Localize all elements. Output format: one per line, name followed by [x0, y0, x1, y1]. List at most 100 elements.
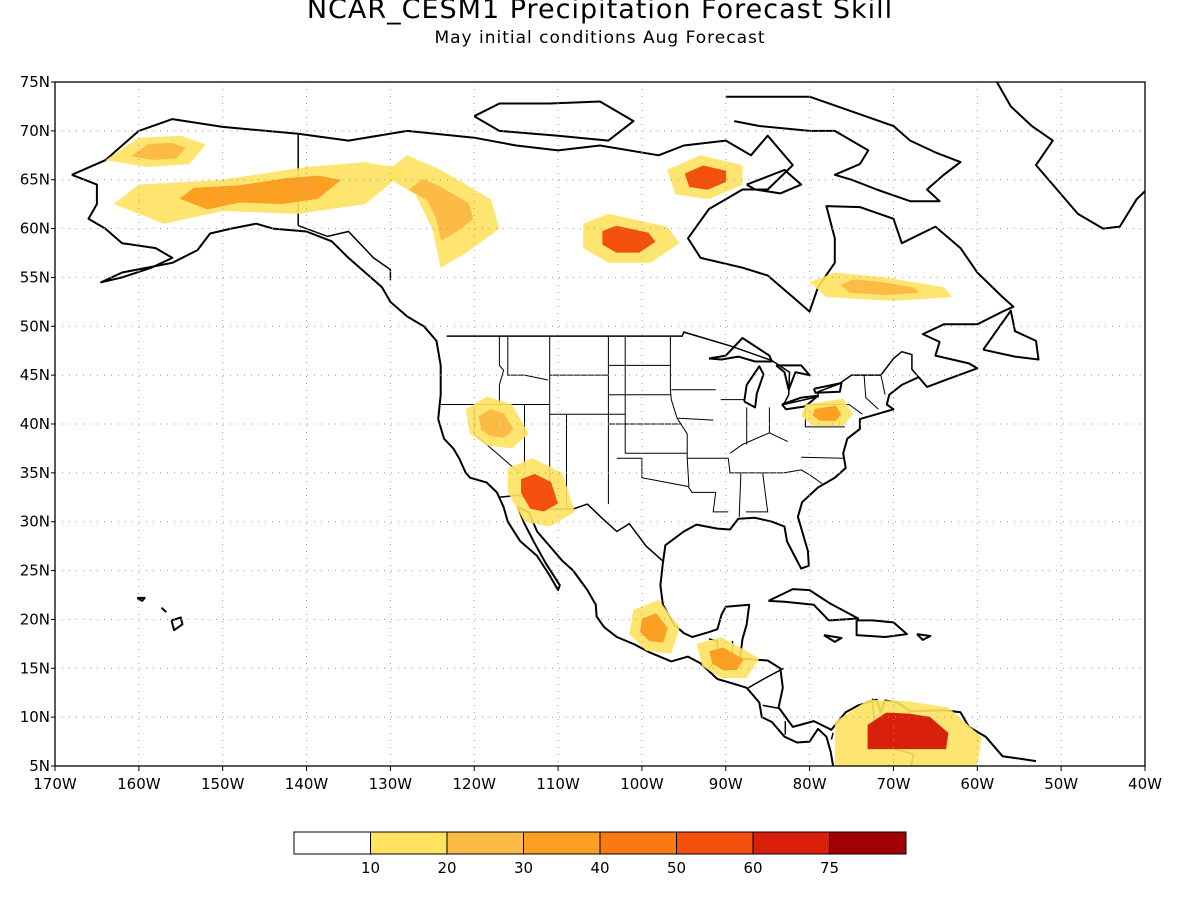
- coastline: [473, 100, 635, 142]
- country-border: [748, 667, 784, 689]
- lat-tick-label: 5N: [29, 757, 50, 775]
- colorbar: [293, 831, 907, 855]
- country-border: [446, 331, 920, 406]
- skill-region: [465, 396, 529, 449]
- skill-contour-core: [684, 165, 727, 190]
- coastline: [71, 118, 1037, 763]
- coastline: [136, 596, 146, 602]
- coastline: [71, 173, 835, 766]
- colorbar-swatch: [293, 831, 371, 855]
- colorbar-swatch: [752, 831, 830, 855]
- state-border: [727, 458, 742, 517]
- lon-tick-label: 50W: [1044, 775, 1078, 793]
- state-border: [677, 417, 714, 421]
- lon-tick-label: 150W: [201, 775, 245, 793]
- latitude-axis: 75N 70N 65N 60N 55N 50N 45N 40N 35N 30N 25N 20N 15N 1…: [20, 73, 55, 775]
- colorbar-swatch: [523, 831, 601, 855]
- coastline: [823, 634, 843, 643]
- lon-tick-label: 160W: [117, 775, 161, 793]
- lat-tick-label: 10N: [20, 708, 50, 726]
- lat-tick-label: 60N: [20, 220, 50, 238]
- lat-tick-label: 70N: [20, 122, 50, 140]
- state-border: [880, 374, 886, 395]
- state-border: [801, 456, 845, 459]
- skill-region: [834, 699, 982, 766]
- lon-tick-label: 90W: [709, 775, 743, 793]
- lat-tick-label: 65N: [20, 171, 50, 189]
- lon-tick-label: 110W: [536, 775, 580, 793]
- coastline: [160, 606, 167, 613]
- coastline: [855, 619, 908, 638]
- lon-tick-label: 70W: [877, 775, 911, 793]
- lat-tick-label: 45N: [20, 366, 50, 384]
- colorbar-swatch: [370, 831, 448, 855]
- skill-region: [809, 272, 953, 301]
- colorbar-swatch: [599, 831, 677, 855]
- colorbar-swatch: [446, 831, 524, 855]
- colorbar-label: 20: [437, 859, 456, 877]
- state-border: [762, 469, 823, 485]
- skill-region: [629, 599, 680, 654]
- state-border: [616, 457, 693, 493]
- lon-tick-label: 170W: [33, 775, 77, 793]
- longitude-axis: 170W 160W 150W 140W 130W 120W 110W 100W 90W 80W 70…: [33, 766, 1162, 793]
- coastline: [743, 365, 765, 409]
- skill-contour-core: [521, 473, 558, 512]
- coastline: [768, 588, 860, 622]
- lon-tick-label: 60W: [960, 775, 994, 793]
- skill-region: [801, 398, 854, 426]
- coastline: [995, 82, 1145, 230]
- lat-tick-label: 25N: [20, 562, 50, 580]
- colorbar-label: 50: [667, 859, 686, 877]
- lat-tick-label: 40N: [20, 415, 50, 433]
- lat-tick-label: 30N: [20, 513, 50, 531]
- country-border: [830, 732, 834, 740]
- lon-tick-label: 130W: [369, 775, 413, 793]
- skill-contour-core: [709, 647, 744, 671]
- colorbar-label: 60: [743, 859, 762, 877]
- skill-region: [382, 155, 500, 268]
- lon-tick-label: 140W: [285, 775, 329, 793]
- lon-tick-label: 120W: [452, 775, 496, 793]
- map-subtitle: May initial conditions Aug Forecast: [434, 28, 766, 48]
- colorbar-label: 30: [514, 859, 533, 877]
- skill-contour-core: [640, 613, 668, 643]
- colorbar-label: 10: [361, 859, 380, 877]
- state-border: [863, 375, 879, 410]
- skill-contour-core: [602, 225, 656, 253]
- country-border: [762, 704, 779, 710]
- coastline: [746, 168, 803, 195]
- coastline: [982, 309, 1040, 361]
- skill-contour-core: [130, 142, 186, 160]
- lat-tick-label: 20N: [20, 610, 50, 628]
- skill-shading-layer: [105, 135, 982, 766]
- skill-region: [507, 458, 575, 527]
- lat-tick-label: 35N: [20, 464, 50, 482]
- lon-tick-label: 40W: [1128, 775, 1162, 793]
- lon-tick-label: 100W: [620, 775, 664, 793]
- coastline: [812, 382, 843, 394]
- coastline: [781, 394, 819, 411]
- coastline: [775, 364, 811, 391]
- colorbar-swatch: [829, 831, 907, 855]
- colorbar-label: 40: [590, 859, 609, 877]
- skill-contour-core: [408, 179, 474, 241]
- state-border: [507, 336, 549, 381]
- lat-tick-label: 55N: [20, 268, 50, 286]
- skill-contour-core: [840, 279, 919, 295]
- skill-contour-core: [478, 409, 514, 438]
- lat-tick-label: 15N: [20, 659, 50, 677]
- coastline: [725, 95, 962, 203]
- state-border: [669, 336, 690, 487]
- skill-region: [583, 213, 680, 263]
- coastline-layer: [71, 82, 1145, 766]
- coastline: [170, 616, 184, 632]
- map-title: NCAR_CESM1 Precipitation Forecast Skill: [306, 0, 894, 25]
- lat-tick-label: 50N: [20, 317, 50, 335]
- skill-contour-core: [867, 712, 949, 750]
- skill-region: [113, 162, 408, 224]
- coastline: [916, 633, 932, 641]
- colorbar-label: 75: [820, 859, 839, 877]
- skill-contour-core: [179, 175, 342, 210]
